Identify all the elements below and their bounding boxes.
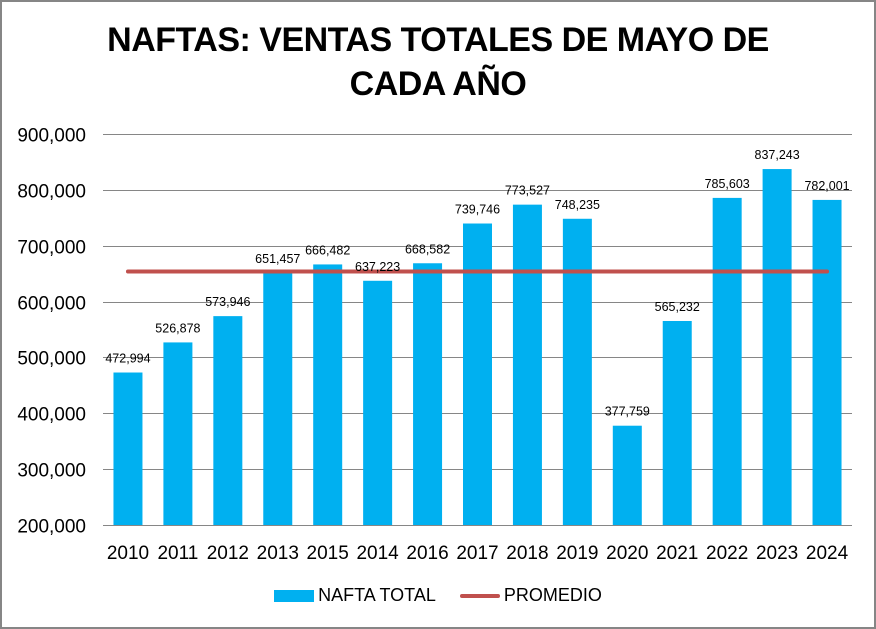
bar (363, 280, 393, 525)
data-label: 377,759 (605, 405, 650, 419)
data-label: 773,527 (505, 184, 550, 198)
bar (413, 263, 443, 525)
y-tick-label: 200,000 (17, 517, 86, 538)
bar (812, 199, 842, 525)
x-tick-label: 2023 (756, 543, 798, 564)
data-label: 565,232 (655, 300, 700, 314)
bar (113, 372, 143, 525)
bar (263, 272, 293, 525)
x-tick-label: 2010 (107, 543, 149, 564)
y-axis: 200,000 300,000 400,000 500,000 600,000 700,0… (17, 126, 86, 538)
bar (662, 320, 692, 525)
data-label: 837,243 (755, 148, 800, 162)
bar (163, 342, 193, 525)
x-tick-label: 2013 (257, 543, 299, 564)
data-label: 785,603 (705, 177, 750, 191)
data-label: 666,482 (305, 243, 350, 257)
legend: NAFTA TOTAL PROMEDIO (0, 585, 876, 606)
bar (512, 204, 542, 525)
bar (712, 197, 742, 525)
data-label: 668,582 (405, 242, 450, 256)
legend-swatch-line (459, 593, 500, 598)
data-label: 739,746 (455, 203, 500, 217)
legend-swatch-bar (274, 589, 315, 602)
legend-label-promedio: PROMEDIO (503, 585, 602, 605)
data-labels: 472,994 526,878 573,946 651,457 666,482 637,2… (105, 148, 849, 419)
legend-label-nafta-total: NAFTA TOTAL (318, 585, 436, 605)
bar (313, 264, 343, 525)
x-tick-label: 2019 (556, 543, 598, 564)
data-label: 526,878 (155, 321, 200, 335)
bar (213, 316, 243, 525)
data-label: 573,946 (205, 295, 250, 309)
x-tick-label: 2020 (606, 543, 648, 564)
bar (562, 218, 592, 525)
y-tick-label: 800,000 (17, 182, 86, 203)
y-tick-label: 300,000 (17, 461, 86, 482)
data-label: 637,223 (355, 260, 400, 274)
x-tick-label: 2022 (706, 543, 748, 564)
legend-item-nafta-total: NAFTA TOTAL (274, 585, 436, 606)
x-tick-label: 2018 (506, 543, 548, 564)
chart-title-line-2: CADA AÑO (349, 65, 527, 103)
x-tick-label: 2011 (157, 543, 198, 564)
x-tick-label: 2014 (356, 543, 399, 564)
y-tick-label: 500,000 (17, 349, 86, 370)
x-tick-label: 2024 (806, 543, 849, 564)
x-tick-label: 2015 (307, 543, 349, 564)
chart-title: NAFTAS: VENTAS TOTALES DE MAYO DE CADA A… (0, 18, 876, 106)
chart-title-line-1: NAFTAS: VENTAS TOTALES DE MAYO DE (107, 21, 769, 59)
x-tick-label: 2017 (456, 543, 498, 564)
bar (612, 425, 642, 525)
bar (762, 169, 792, 525)
y-tick-label: 400,000 (17, 405, 86, 426)
y-tick-label: 700,000 (17, 238, 86, 259)
data-label: 748,235 (555, 198, 600, 212)
bar (463, 223, 492, 525)
data-label: 651,457 (255, 252, 300, 266)
y-tick-label: 600,000 (17, 294, 86, 315)
legend-item-promedio: PROMEDIO (459, 585, 602, 606)
x-tick-label: 2021 (656, 543, 698, 564)
y-tick-label: 900,000 (17, 126, 86, 147)
bar-series (113, 169, 842, 525)
x-tick-label: 2012 (207, 543, 249, 564)
data-label: 472,994 (105, 352, 150, 366)
x-axis: 2010 2011 2012 2013 2015 2014 2016 2017 2018 2019… (107, 543, 849, 564)
data-label: 782,001 (804, 179, 849, 193)
x-tick-label: 2016 (406, 543, 448, 564)
